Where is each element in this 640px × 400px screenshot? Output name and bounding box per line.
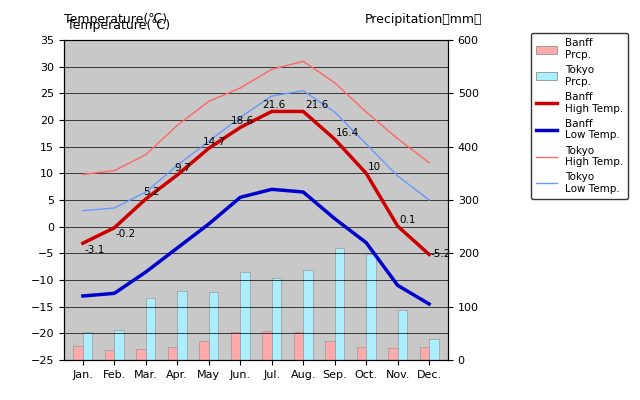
Bar (115, 330, 124, 360)
Bar (177, 291, 187, 360)
Bar (240, 272, 250, 360)
Bar (105, 350, 115, 360)
Text: 9.7: 9.7 (174, 163, 191, 173)
Bar (168, 347, 177, 360)
Bar (303, 270, 313, 360)
Text: 0.1: 0.1 (399, 214, 416, 224)
Bar (294, 332, 303, 360)
Bar (420, 347, 429, 360)
Text: 16.4: 16.4 (336, 128, 360, 138)
Text: 14.7: 14.7 (202, 137, 226, 147)
Text: 18.6: 18.6 (231, 116, 254, 126)
Bar (397, 310, 407, 360)
Bar (262, 331, 272, 360)
Text: -0.2: -0.2 (116, 229, 136, 239)
Text: 5.2: 5.2 (143, 187, 159, 197)
Bar (83, 332, 92, 360)
Text: 10: 10 (368, 162, 381, 172)
Bar (325, 341, 335, 360)
Bar (199, 341, 209, 360)
Bar (335, 248, 344, 360)
Bar (146, 298, 156, 360)
Bar (136, 349, 146, 360)
Bar (231, 332, 240, 360)
Bar (429, 339, 438, 360)
Bar (356, 347, 366, 360)
Bar (366, 254, 376, 360)
Text: Temperature(℃): Temperature(℃) (67, 19, 170, 32)
Text: Temperature(℃): Temperature(℃) (64, 13, 167, 26)
Text: -5.2: -5.2 (431, 250, 451, 259)
Text: -3.1: -3.1 (84, 245, 105, 255)
Bar (388, 348, 397, 360)
Text: 21.6: 21.6 (305, 100, 328, 110)
Bar (272, 278, 281, 360)
Legend: Banff
Prcp., Tokyo
Prcp., Banff
High Temp., Banff
Low Temp., Tokyo
High Temp., T: Banff Prcp., Tokyo Prcp., Banff High Tem… (531, 33, 628, 199)
Bar (209, 292, 218, 360)
Text: 21.6: 21.6 (262, 100, 285, 110)
Bar (74, 346, 83, 360)
Text: Precipitation（mm）: Precipitation（mm） (365, 13, 483, 26)
